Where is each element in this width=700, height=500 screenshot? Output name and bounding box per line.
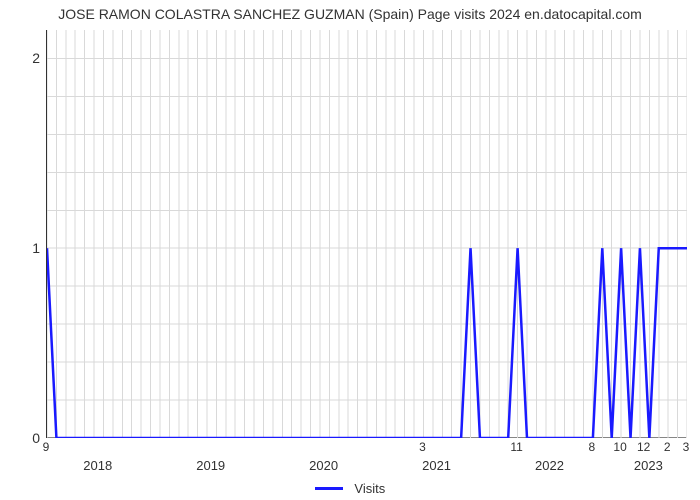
plot-area — [46, 30, 686, 438]
chart-title: JOSE RAMON COLASTRA SANCHEZ GUZMAN (Spai… — [0, 6, 700, 22]
x-category-label: 2022 — [535, 458, 564, 473]
x-category-label: 2021 — [422, 458, 451, 473]
point-value-label: 9 — [43, 440, 50, 454]
point-value-label: 12 — [637, 440, 650, 454]
x-category-label: 2019 — [196, 458, 225, 473]
point-value-label: 10 — [613, 440, 626, 454]
legend-swatch — [315, 487, 343, 490]
x-category-label: 2023 — [634, 458, 663, 473]
y-tick-label: 2 — [0, 50, 40, 66]
point-value-label: 8 — [589, 440, 596, 454]
gridlines — [47, 30, 687, 438]
x-category-label: 2018 — [83, 458, 112, 473]
plot-svg — [47, 30, 687, 438]
y-tick-label: 0 — [0, 430, 40, 446]
legend: Visits — [0, 480, 700, 496]
chart-container: JOSE RAMON COLASTRA SANCHEZ GUZMAN (Spai… — [0, 0, 700, 500]
point-value-label: 3 — [419, 440, 426, 454]
legend-label: Visits — [354, 481, 385, 496]
point-value-label: 2 — [664, 440, 671, 454]
x-category-label: 2020 — [309, 458, 338, 473]
point-value-label: 3 — [683, 440, 690, 454]
y-tick-label: 1 — [0, 240, 40, 256]
point-value-label: 11 — [510, 440, 522, 454]
